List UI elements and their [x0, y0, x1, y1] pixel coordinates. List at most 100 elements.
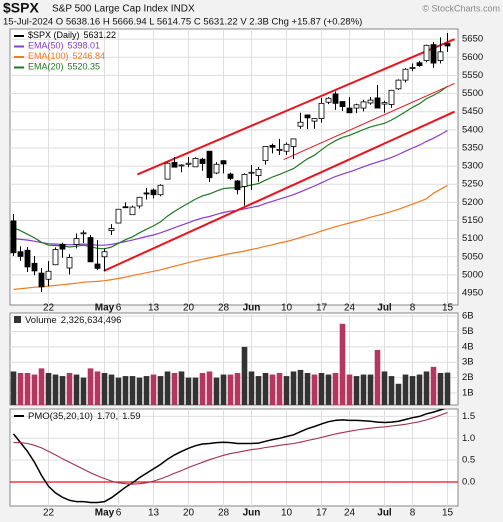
- x-tick-label: 6: [116, 303, 122, 314]
- candle-body: [381, 102, 388, 105]
- x-tick-label: 24: [344, 508, 356, 519]
- volume-bar: [311, 374, 318, 405]
- candle-body: [402, 68, 409, 81]
- legend-name: EMA(50): [28, 41, 64, 51]
- legend-name: EMA(100): [28, 51, 69, 61]
- volume-bar: [430, 366, 437, 405]
- legend-label: PMO(35,20,10) 1.70, 1.59: [28, 411, 141, 422]
- candle-body: [108, 228, 115, 232]
- candle-body: [31, 262, 38, 272]
- y-tick-label: 5450: [462, 106, 483, 117]
- index-name: S&P 500 Large Cap Index INDX: [52, 4, 195, 15]
- pmo-line: [12, 409, 446, 504]
- x-tick-label: 10: [281, 508, 293, 519]
- candle-body: [339, 101, 346, 108]
- legend-label: Volume 2,326,634,496: [25, 315, 121, 326]
- volume-bar: [199, 373, 206, 405]
- plot: [10, 33, 455, 292]
- candle-body: [220, 160, 227, 165]
- volume-bar: [157, 376, 164, 405]
- candle-body: [178, 164, 185, 167]
- candle-body: [332, 93, 339, 104]
- volume-bar: [262, 373, 269, 405]
- pmo-line: [13, 411, 448, 485]
- x-tick-label: Jul: [377, 303, 392, 314]
- volume-bar: [80, 377, 87, 405]
- legend-value: 5520.35: [68, 62, 101, 72]
- volume-bar: [290, 371, 297, 405]
- y-tick-label: 5350: [462, 142, 483, 153]
- volume-bar: [234, 373, 241, 405]
- volume-bar: [38, 368, 45, 405]
- candle-body: [52, 249, 59, 266]
- candle-body: [59, 244, 66, 250]
- candle-body: [360, 101, 367, 109]
- volume-bar: [325, 374, 332, 405]
- volume-bar: [276, 373, 283, 405]
- x-tick-label: May: [95, 303, 115, 314]
- x-tick-label: 22: [43, 303, 55, 314]
- x-tick-label: 22: [43, 508, 55, 519]
- candle-body: [164, 162, 171, 180]
- candle-body: [297, 121, 304, 127]
- candle-body: [143, 192, 150, 195]
- candle-body: [409, 67, 416, 69]
- legend-value: 5398.01: [68, 41, 101, 51]
- candle-body: [304, 114, 311, 119]
- volume-bar: [101, 373, 108, 405]
- volume-bar: [255, 376, 262, 405]
- candle-body: [101, 251, 108, 258]
- y-tick-label: 4B: [462, 341, 474, 352]
- candle-body: [444, 43, 451, 47]
- candle-body: [346, 107, 353, 114]
- x-tick-label: 24: [344, 303, 356, 314]
- candle-body: [122, 206, 129, 209]
- x-tick-label: Jul: [377, 508, 392, 519]
- candle-body: [283, 143, 290, 152]
- x-tick-label: 8: [410, 303, 416, 314]
- candle-body: [213, 163, 220, 174]
- candle-body: [416, 62, 423, 67]
- candle-body: [206, 150, 213, 179]
- volume-bar: [241, 346, 248, 405]
- candle-body: [353, 104, 360, 109]
- volume-bar: [87, 368, 94, 405]
- candle-body: [94, 263, 101, 269]
- legend-value: 1.59: [122, 411, 141, 422]
- y-tick-label: 2B: [462, 372, 474, 383]
- legend-label: EMA(100) 5246.84: [28, 51, 105, 61]
- volume-bar: [437, 373, 444, 405]
- x-tick-label: 28: [218, 303, 230, 314]
- y-tick-label: 1.0: [462, 433, 475, 444]
- volume-bar: [24, 373, 31, 405]
- volume-bar: [206, 371, 213, 405]
- candle-body: [73, 238, 80, 245]
- volume-bar: [185, 377, 192, 405]
- volume-bar: [381, 371, 388, 405]
- quote: 15-Jul-2024 O 5638.16 H 5666.94 L 5614.7…: [3, 17, 362, 28]
- volume-bar: [150, 374, 157, 405]
- candle-body: [276, 149, 283, 151]
- legend-label: EMA(50) 5398.01: [28, 41, 100, 51]
- x-tick-label: Jun: [243, 508, 261, 519]
- ema-line: [13, 184, 448, 290]
- candle-body: [199, 158, 206, 164]
- candle-body: [234, 180, 241, 191]
- volume-bar: [360, 374, 367, 405]
- volume-bar: [220, 374, 227, 405]
- candle-body: [24, 249, 31, 268]
- x-tick-label: 28: [218, 508, 230, 519]
- candle-body: [115, 208, 122, 224]
- candle-body: [171, 162, 178, 168]
- x-tick-label: 17: [316, 303, 328, 314]
- volume-bar: [374, 349, 381, 405]
- y-tick-label: 0.5: [462, 455, 475, 466]
- candle-body: [45, 270, 52, 280]
- candle-body: [66, 257, 73, 269]
- volume-bar: [297, 369, 304, 405]
- candle-body: [17, 251, 24, 257]
- volume-bar: [143, 376, 150, 405]
- y-tick-label: 0.0: [462, 476, 475, 487]
- candle-body: [157, 184, 164, 196]
- candle-body: [367, 99, 374, 104]
